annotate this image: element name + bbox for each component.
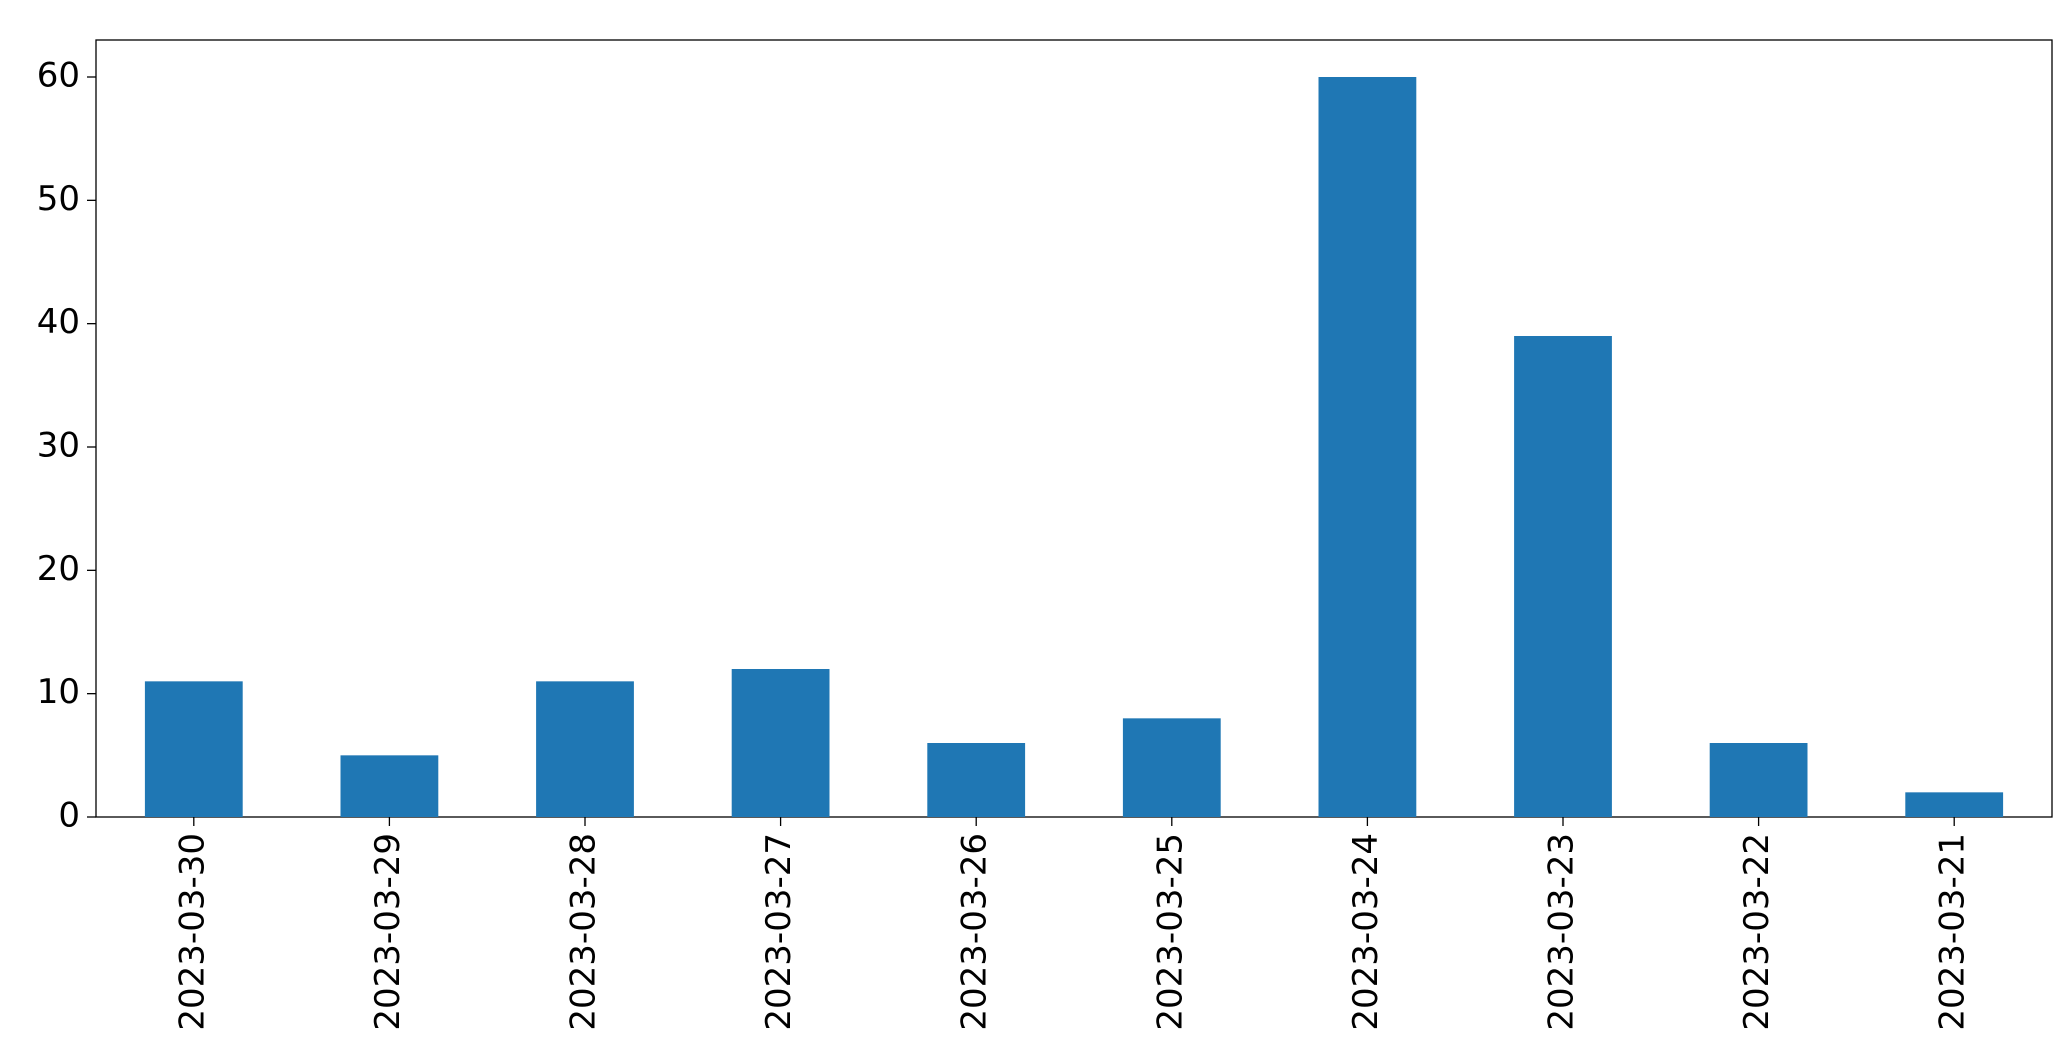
bar: [731, 669, 830, 817]
y-tick-label: 40: [37, 302, 80, 342]
x-tick-label: 2023-03-29: [368, 833, 408, 1031]
bar: [1905, 792, 2004, 817]
x-tick-label: 2023-03-22: [1737, 833, 1777, 1031]
y-tick-label: 0: [58, 796, 80, 836]
x-tick-label: 2023-03-26: [955, 833, 995, 1031]
y-tick-label: 50: [37, 179, 80, 219]
x-tick-label: 2023-03-28: [564, 833, 604, 1031]
y-tick-label: 10: [37, 672, 80, 712]
x-tick-label: 2023-03-27: [759, 833, 799, 1031]
x-tick-label: 2023-03-25: [1150, 833, 1190, 1031]
bar: [1122, 718, 1221, 817]
x-tick-label: 2023-03-23: [1542, 833, 1582, 1031]
x-tick-label: 2023-03-24: [1346, 833, 1386, 1031]
y-tick-label: 60: [37, 56, 80, 96]
bar: [1709, 743, 1808, 817]
bar: [340, 755, 439, 817]
y-tick-label: 20: [37, 549, 80, 589]
y-tick-label: 30: [37, 426, 80, 466]
x-tick-label: 2023-03-21: [1933, 833, 1973, 1031]
bar: [1318, 77, 1417, 817]
bar: [144, 681, 243, 817]
x-tick-label: 2023-03-30: [172, 833, 212, 1031]
axes-frame: [95, 39, 2053, 818]
bar: [536, 681, 634, 817]
bar: [1514, 336, 1612, 817]
bar: [927, 743, 1026, 817]
